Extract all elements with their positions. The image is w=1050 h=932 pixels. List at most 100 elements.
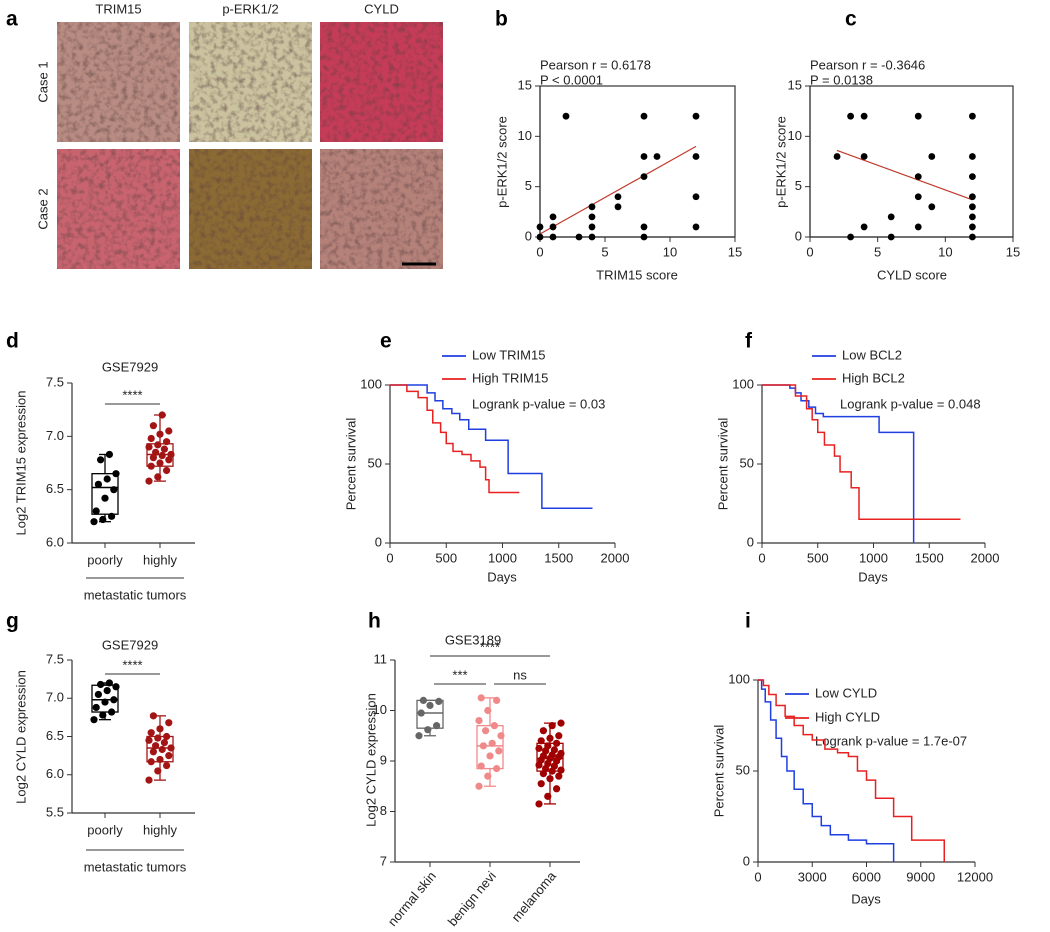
significance-label: **** — [122, 657, 142, 672]
point — [145, 776, 153, 784]
point — [165, 719, 173, 727]
micrograph-texture — [320, 22, 443, 142]
point — [158, 745, 166, 754]
y-tick-label: 5 — [795, 178, 802, 193]
point — [914, 112, 922, 120]
point — [477, 694, 485, 702]
point — [484, 772, 492, 780]
point — [90, 518, 98, 526]
x-tick-label: 0 — [386, 550, 393, 565]
point — [847, 112, 854, 120]
point — [914, 193, 922, 201]
point — [546, 775, 554, 783]
x-tick-label: poorly — [87, 552, 123, 567]
x-tick-label: highly — [143, 822, 177, 837]
survival-curve — [758, 679, 946, 862]
point — [482, 727, 490, 735]
y-tick-label: 10 — [518, 128, 532, 143]
point — [497, 732, 505, 740]
point — [588, 213, 596, 221]
point — [692, 193, 700, 201]
row-label: Case 2 — [35, 188, 50, 229]
annotation: Pearson r = 0.6178 — [540, 57, 651, 72]
point — [860, 153, 868, 160]
y-tick-label: 50 — [736, 762, 750, 777]
x-tick-label: poorly — [87, 822, 123, 837]
panel-letter: i — [745, 610, 751, 633]
point — [562, 112, 570, 120]
point — [575, 233, 583, 241]
point — [640, 173, 648, 181]
point — [493, 696, 501, 705]
point — [92, 507, 100, 515]
point — [163, 438, 171, 446]
trend-line — [836, 149, 973, 201]
row-label: Case 1 — [35, 61, 50, 102]
point — [555, 732, 563, 740]
point — [692, 153, 700, 160]
point — [546, 734, 554, 742]
y-tick-label: 50 — [368, 455, 382, 470]
point — [549, 223, 557, 231]
y-tick-label: 15 — [518, 77, 532, 92]
point — [147, 729, 155, 737]
point — [145, 736, 153, 744]
point — [557, 719, 565, 727]
point — [588, 223, 596, 231]
point — [433, 722, 441, 730]
point — [147, 758, 155, 766]
x-axis-label: Days — [487, 569, 517, 584]
annotation: Logrank p-value = 1.7e-07 — [815, 733, 967, 748]
y-tick-label: 8 — [380, 803, 387, 818]
point — [557, 749, 565, 758]
point — [969, 203, 976, 211]
annotation: P < 0.0001 — [540, 72, 603, 87]
x-tick-label: highly — [143, 552, 177, 567]
point — [419, 696, 427, 705]
y-tick-label: 7.5 — [46, 651, 64, 666]
y-tick-label: 6.5 — [46, 728, 64, 743]
x-axis-label: Days — [858, 569, 888, 584]
point — [165, 427, 173, 435]
x-tick-label: 3000 — [798, 869, 827, 884]
point — [154, 441, 162, 449]
y-axis-label: Percent survival — [343, 418, 358, 511]
x-tick-label: 6000 — [852, 869, 881, 884]
trend-line — [539, 145, 697, 235]
x-tick-label: 0 — [806, 244, 813, 259]
point — [475, 717, 483, 725]
panel-letter: g — [6, 610, 19, 633]
significance-label: ns — [513, 667, 527, 682]
y-tick-label: 10 — [373, 702, 387, 717]
point — [969, 112, 976, 120]
point — [550, 746, 559, 754]
point — [101, 494, 109, 502]
x-tick-label: 2000 — [601, 550, 630, 565]
panel-letter: d — [6, 330, 19, 353]
point — [110, 486, 118, 494]
point — [156, 430, 164, 438]
panel-letter: f — [745, 330, 753, 353]
y-axis-label: p-ERK1/2 score — [773, 116, 788, 208]
point — [536, 223, 544, 231]
point — [914, 173, 922, 181]
point — [692, 112, 700, 120]
point — [94, 690, 102, 699]
point — [154, 767, 162, 775]
point — [486, 752, 494, 760]
point — [112, 470, 120, 478]
point — [103, 687, 111, 695]
y-tick-label: 0 — [743, 853, 750, 868]
point — [535, 744, 543, 752]
chart-title: GSE7929 — [102, 637, 158, 652]
survival-curve — [390, 384, 593, 509]
point — [97, 456, 105, 464]
point — [588, 203, 596, 211]
point — [426, 701, 434, 710]
point — [887, 213, 895, 221]
y-tick-label: 100 — [732, 376, 754, 391]
x-tick-label: 15 — [728, 244, 742, 259]
micrograph-texture — [57, 22, 180, 142]
point — [553, 739, 561, 747]
x-tick-label: 5 — [601, 244, 608, 259]
